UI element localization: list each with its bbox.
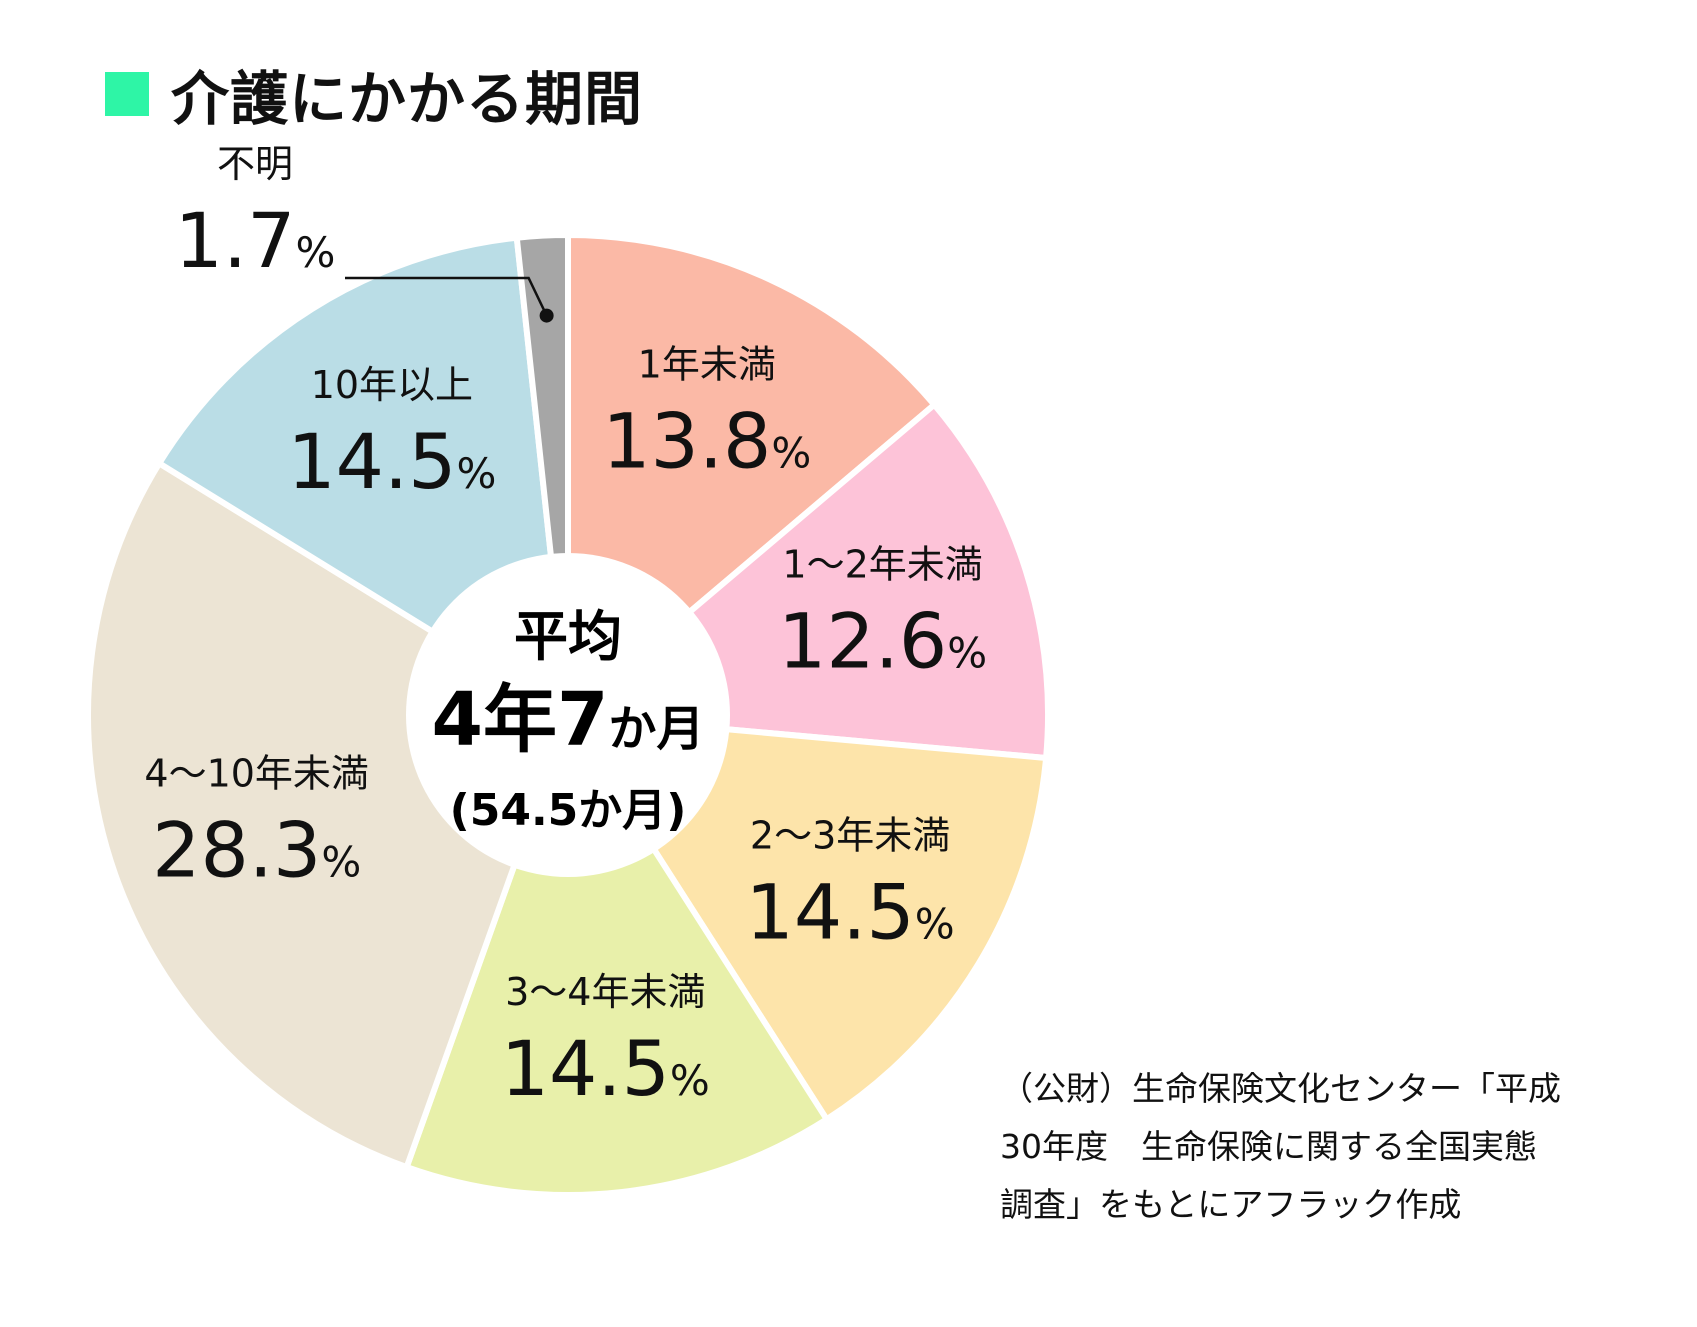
slice-4 (403, 712, 830, 1199)
slice-label-4: 3～4年未満 (505, 970, 705, 1014)
slice-label-3: 2～3年未満 (750, 813, 950, 857)
center-value-months: (54.5か月) (450, 785, 687, 836)
slice-label-1: 1年未満 (638, 343, 776, 387)
slice-value-2: 12.6% (778, 596, 987, 685)
center-value: 4年7か月 (432, 677, 705, 763)
slice-label-5: 4～10年未満 (144, 751, 369, 795)
unknown-leader-path (345, 276, 548, 317)
pie-labels: 1年未満 13.8% 1～2年未満 12.6% 2～3年未満 14.5% 3～4年未満 14.… (144, 142, 987, 1113)
slice-value-5: 28.3% (152, 805, 361, 894)
slice-label-7: 不明 (217, 142, 293, 186)
source-line-3: 調査」をもとにアフラック作成 (1000, 1185, 1462, 1224)
slice-label-6: 10年以上 (311, 363, 473, 407)
chart-title: 介護にかかる期間 (171, 65, 644, 133)
center-average: 平均 4年7か月 (54.5か月) (432, 605, 705, 836)
slice-label-2: 1～2年未満 (782, 542, 982, 586)
slice-value-3: 14.5% (746, 867, 955, 956)
slice-value-4: 14.5% (501, 1024, 710, 1113)
source-line-1: （公財）生命保険文化センター「平成 (1000, 1069, 1561, 1108)
slice-value-7: 1.7% (175, 196, 336, 285)
donut-hole (406, 553, 730, 877)
center-value-unit: か月 (608, 701, 704, 757)
title-square-icon (105, 72, 149, 116)
slice-5 (85, 460, 571, 1171)
center-value-main: 4年7 (432, 677, 609, 763)
source-line-2: 30年度 生命保険に関する全国実態 (1000, 1127, 1537, 1166)
center-label: 平均 (514, 605, 622, 668)
chart-title-group: 介護にかかる期間 (105, 52, 643, 136)
unknown-leader-dot (539, 308, 554, 323)
slice-value-6: 14.5% (287, 417, 496, 506)
donut-chart: 1年未満 13.8% 1～2年未満 12.6% 2～3年未満 14.5% 3～4年未満 14.… (85, 142, 1048, 1199)
slice-value-1: 13.8% (602, 397, 811, 486)
source-note: （公財）生命保険文化センター「平成 30年度 生命保険に関する全国実態 調査」を… (1000, 1060, 1660, 1234)
